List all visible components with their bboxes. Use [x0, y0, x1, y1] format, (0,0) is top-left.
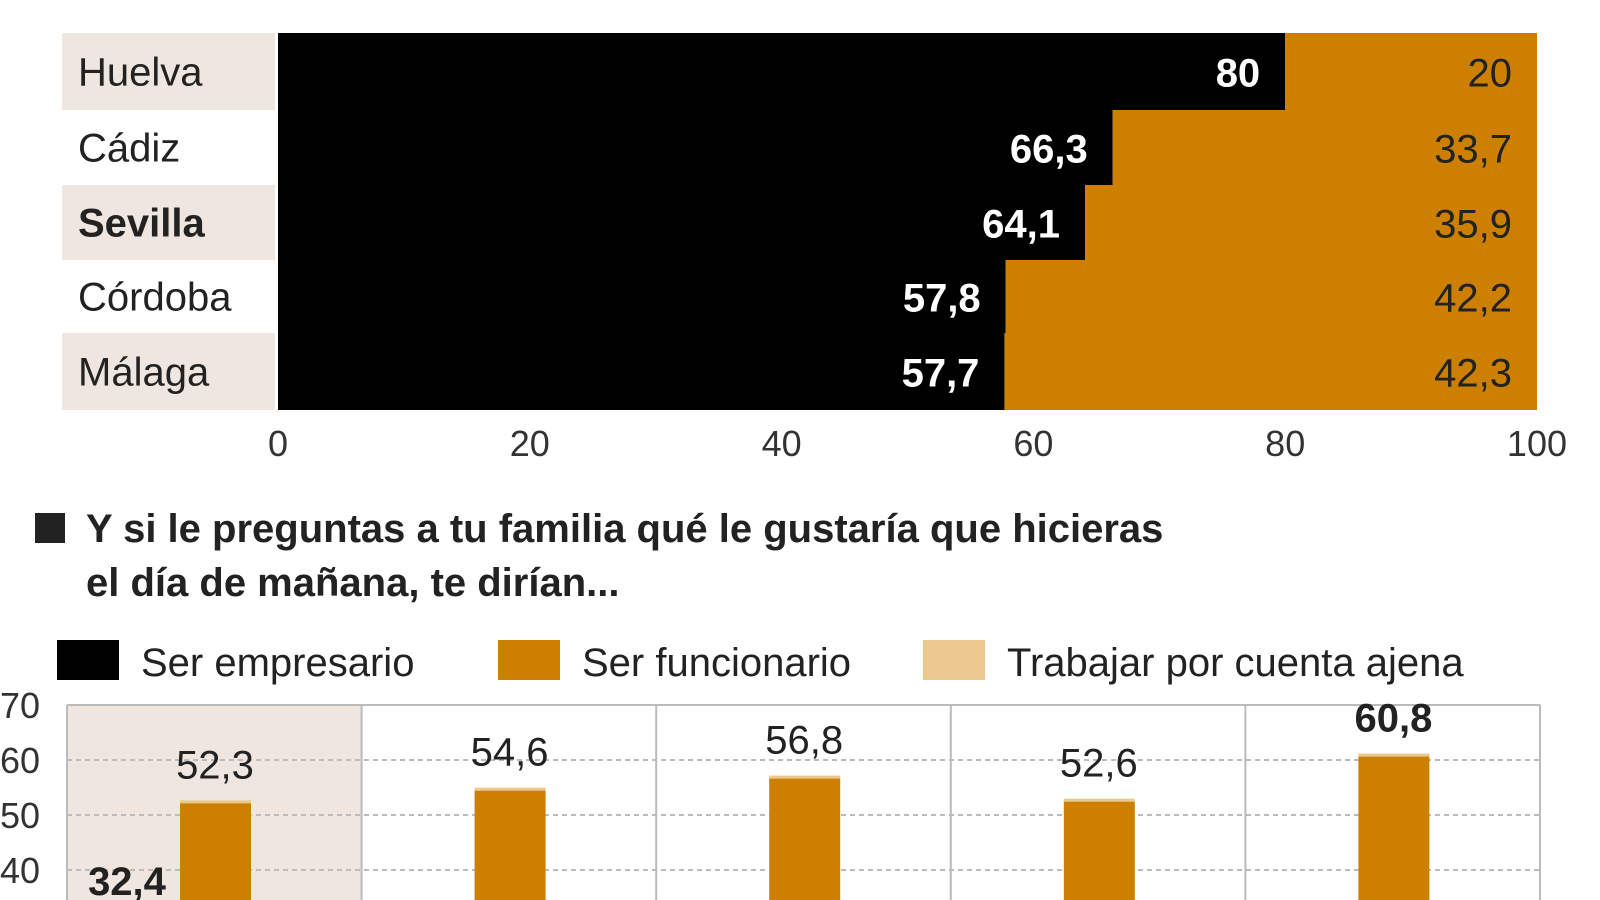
bar-cuenta-ajena — [1358, 753, 1430, 757]
data-label: 64,1 — [982, 203, 1060, 247]
bar-cuenta-ajena — [769, 775, 841, 779]
y-tick-label: 50 — [0, 795, 40, 836]
chart-title-line2: el día de mañana, te dirían... — [86, 561, 620, 605]
bar-segment — [1085, 185, 1537, 260]
bar-segment — [278, 260, 1006, 333]
category-label: Málaga — [78, 351, 210, 395]
x-tick-label: 20 — [510, 423, 550, 464]
category-label: Córdoba — [78, 276, 232, 320]
data-label: 52,3 — [176, 743, 254, 787]
data-label: 60,8 — [1354, 697, 1432, 741]
data-label: 80 — [1216, 52, 1261, 96]
y-tick-label: 60 — [0, 740, 40, 781]
data-label: 56,8 — [765, 719, 843, 763]
data-label: 42,3 — [1434, 352, 1512, 396]
data-label: 54,6 — [471, 731, 549, 775]
title-bullet-icon — [35, 513, 65, 543]
x-tick-label: 40 — [762, 423, 802, 464]
y-tick-label: 70 — [0, 685, 40, 726]
category-label: Sevilla — [78, 202, 206, 246]
bar-segment — [1005, 260, 1537, 333]
bar-cuenta-ajena — [474, 787, 546, 791]
legend-label: Trabajar por cuenta ajena — [1007, 641, 1464, 685]
bar-segment — [278, 110, 1113, 185]
chart-title-line1: Y si le preguntas a tu familia qué le gu… — [86, 507, 1163, 551]
y-tick-label: 40 — [0, 850, 40, 891]
data-label: 20 — [1468, 52, 1513, 96]
bar-segment — [278, 333, 1005, 410]
data-label: 66,3 — [1010, 128, 1088, 172]
bar-segment — [278, 185, 1086, 260]
x-tick-label: 0 — [268, 423, 288, 464]
bar-segment — [278, 33, 1286, 110]
bar-segment — [1112, 110, 1537, 185]
legend-swatch — [923, 640, 985, 680]
legend-swatch — [498, 640, 560, 680]
category-label: Huelva — [78, 51, 203, 95]
data-label: 33,7 — [1434, 128, 1512, 172]
x-tick-label: 80 — [1265, 423, 1305, 464]
bar-funcionario — [1358, 756, 1430, 900]
bar-funcionario — [180, 803, 251, 900]
bar-funcionario — [474, 790, 546, 900]
legend-label: Ser empresario — [141, 641, 414, 685]
legend-swatch — [57, 640, 119, 680]
data-label: 52,6 — [1060, 742, 1138, 786]
bar-funcionario — [769, 778, 841, 900]
category-label-bg — [62, 33, 275, 110]
bar-segment — [1004, 333, 1537, 410]
data-label: 35,9 — [1434, 203, 1512, 247]
bar-cuenta-ajena — [180, 800, 251, 804]
data-label: 42,2 — [1434, 277, 1512, 321]
category-label-bg — [62, 333, 275, 410]
category-label: Cádiz — [78, 127, 180, 171]
data-label: 57,7 — [902, 352, 980, 396]
bar-funcionario — [1063, 801, 1135, 900]
bar-cuenta-ajena — [1063, 798, 1135, 802]
data-label: 57,8 — [903, 277, 981, 321]
x-tick-label: 100 — [1507, 423, 1567, 464]
data-label: 32,4 — [88, 860, 167, 900]
category-label-bg — [62, 185, 275, 260]
bar-segment — [1285, 33, 1537, 110]
x-tick-label: 60 — [1013, 423, 1053, 464]
legend-label: Ser funcionario — [582, 641, 851, 685]
